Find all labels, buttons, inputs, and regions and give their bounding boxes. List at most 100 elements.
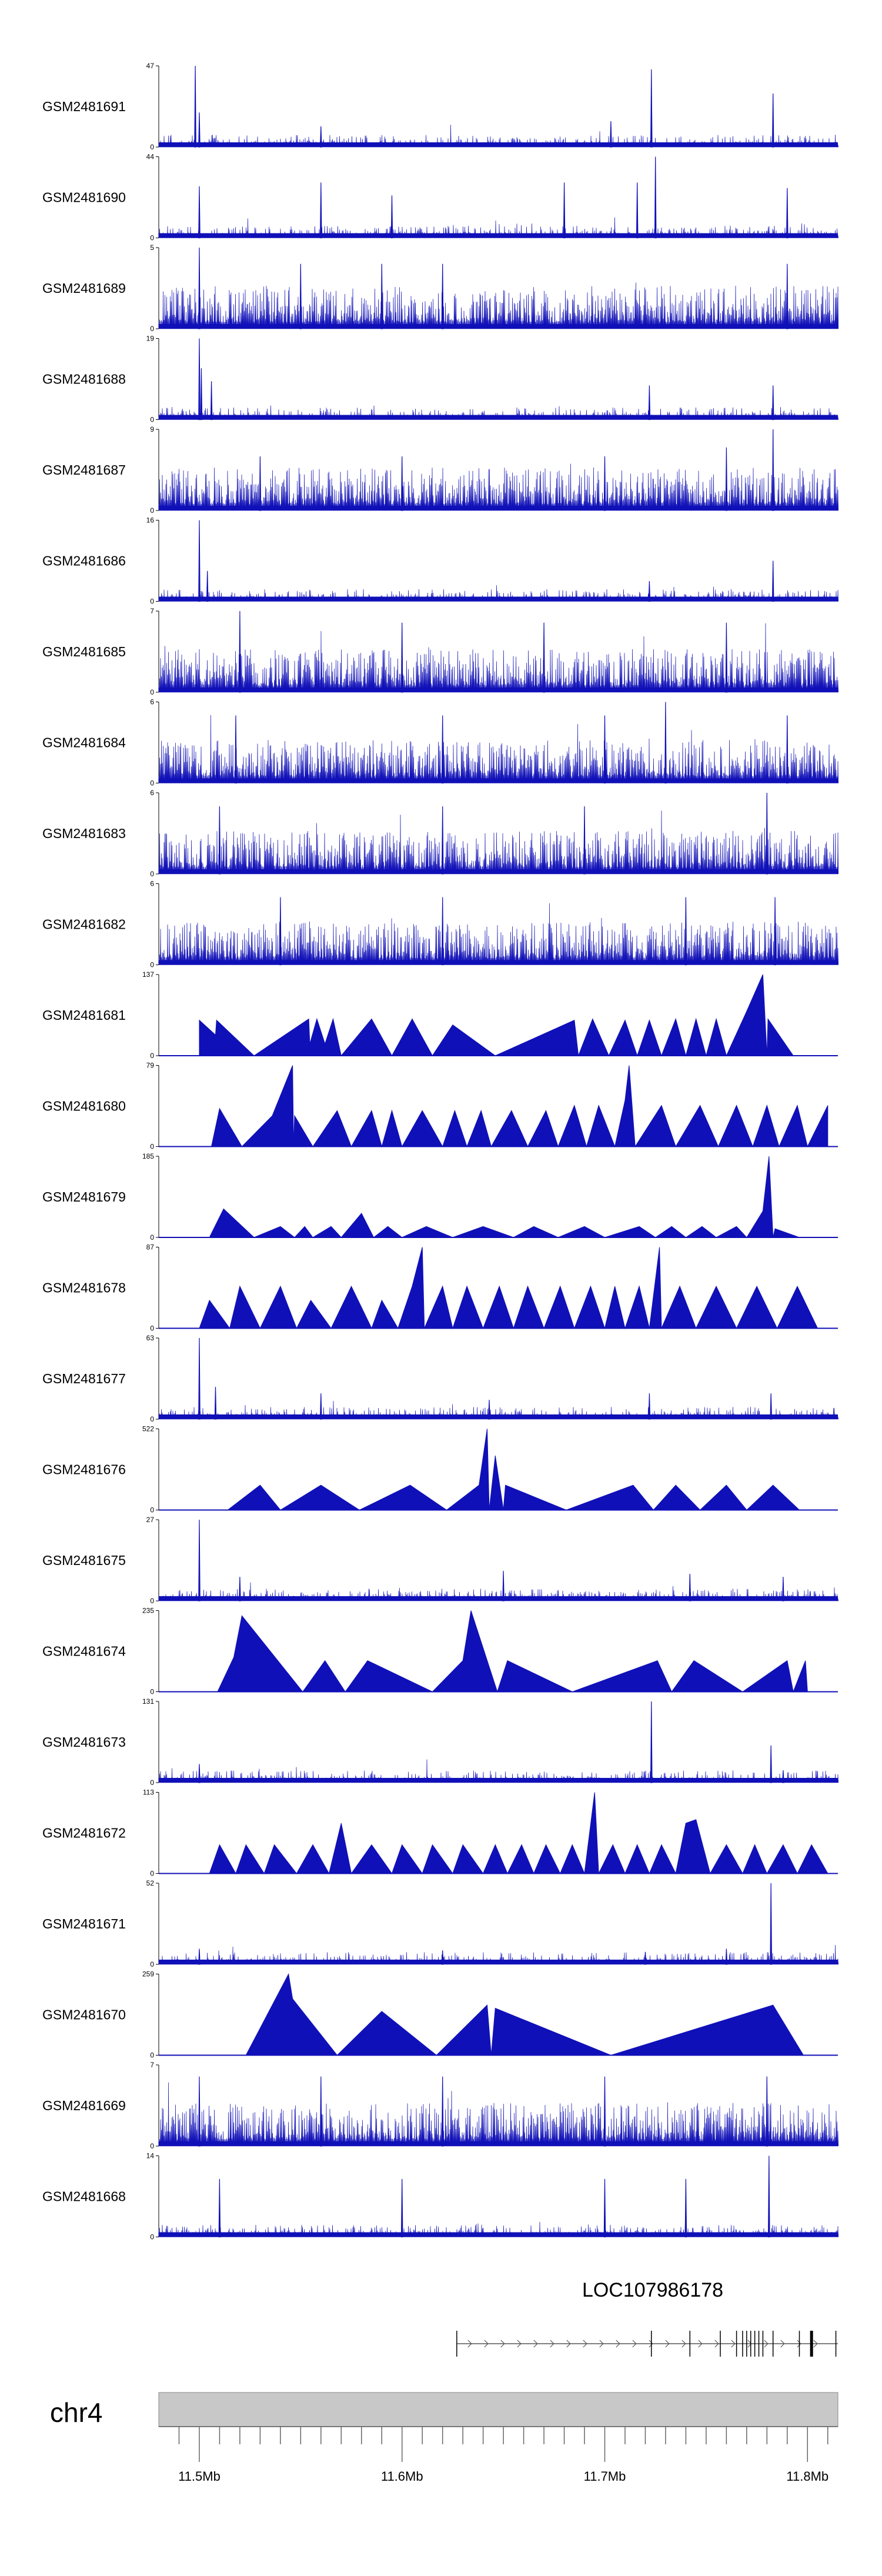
coverage-peak	[441, 806, 444, 875]
coverage-peak	[654, 156, 657, 239]
strand-arrow	[764, 2340, 769, 2348]
coverage-peak	[684, 2178, 687, 2238]
coverage-area	[211, 1065, 828, 1148]
strand-arrow	[714, 2340, 719, 2348]
y-zero-label: 0	[150, 1052, 154, 1060]
track-GSM2481681: GSM2481681 137 0	[42, 970, 838, 1060]
y-max-label: 19	[146, 335, 155, 343]
coverage-peak	[725, 622, 728, 693]
track-GSM2481673: GSM2481673 131 0	[42, 1697, 839, 1787]
strand-arrow	[780, 2340, 785, 2348]
coverage-peak	[766, 792, 769, 875]
strand-arrow	[533, 2340, 538, 2348]
coverage-peak	[603, 715, 606, 784]
coverage-peak	[770, 1745, 773, 1783]
track-label: GSM2481669	[42, 2098, 126, 2113]
gene-track: LOC107986178	[456, 2279, 838, 2357]
baseline-band	[159, 778, 838, 783]
strand-arrow	[698, 2340, 703, 2348]
coverage-peak	[441, 263, 444, 329]
coverage-peak	[767, 2155, 770, 2238]
coverage-peak	[198, 1337, 201, 1420]
strand-arrow	[731, 2340, 736, 2348]
chromosome-label: chr4	[50, 2397, 102, 2428]
strand-arrow	[632, 2340, 637, 2348]
strand-arrow	[467, 2340, 472, 2348]
coverage-peak	[603, 456, 606, 511]
y-zero-label: 0	[150, 325, 154, 333]
strand-arrow	[616, 2340, 620, 2348]
y-max-label: 52	[146, 1879, 155, 1887]
coverage-area	[217, 1610, 808, 1693]
coverage-peak	[279, 897, 282, 966]
position-label: 11.5Mb	[178, 2469, 220, 2484]
track-label: GSM2481685	[42, 644, 126, 659]
coverage-area	[199, 974, 794, 1057]
baseline-band	[159, 1414, 838, 1419]
y-zero-label: 0	[150, 416, 154, 424]
y-max-label: 87	[146, 1243, 155, 1252]
baseline-band	[159, 2141, 838, 2146]
y-max-label: 522	[142, 1425, 154, 1433]
y-max-label: 5	[150, 243, 154, 252]
position-label: 11.7Mb	[584, 2469, 626, 2484]
y-zero-label: 0	[150, 143, 154, 151]
track-GSM2481671: GSM2481671 52 0	[42, 1879, 839, 1968]
coverage-peak	[400, 2178, 403, 2238]
track-GSM2481669: GSM2481669 7 0	[42, 2061, 839, 2150]
track-label: GSM2481689	[42, 281, 126, 296]
coverage-bars	[158, 282, 839, 329]
coverage-peak	[380, 263, 383, 329]
y-max-label: 9	[150, 425, 154, 433]
coverage-peak	[198, 186, 201, 239]
y-max-label: 137	[142, 970, 154, 979]
y-zero-label: 0	[150, 1778, 154, 1787]
chromosome-band	[158, 2392, 838, 2427]
track-label: GSM2481673	[42, 1734, 126, 1750]
track-GSM2481672: GSM2481672 113 0	[42, 1788, 838, 1878]
baseline-band	[159, 596, 838, 602]
coverage-peak	[198, 247, 201, 329]
baseline-band	[159, 1596, 838, 1601]
coverage-peak	[771, 560, 774, 602]
coverage-peak	[198, 2076, 201, 2147]
gene-name: LOC107986178	[582, 2279, 723, 2301]
coverage-peak	[543, 622, 545, 693]
position-label: 11.6Mb	[381, 2469, 423, 2484]
baseline-band	[159, 415, 838, 420]
track-label: GSM2481674	[42, 1644, 126, 1659]
coverage-bars	[158, 810, 839, 875]
coverage-peak	[218, 806, 221, 875]
track-label: GSM2481686	[42, 553, 126, 569]
y-zero-label: 0	[150, 779, 154, 788]
baseline-band	[159, 960, 838, 965]
strand-arrow	[599, 2340, 604, 2348]
track-GSM2481676: GSM2481676 522 0	[42, 1425, 838, 1514]
track-GSM2481675: GSM2481675 27 0	[42, 1516, 839, 1605]
coverage-peak	[684, 897, 687, 966]
track-label: GSM2481681	[42, 1007, 126, 1023]
coverage-peak	[774, 897, 776, 966]
y-zero-label: 0	[150, 1233, 154, 1242]
track-label: GSM2481671	[42, 1916, 126, 1931]
strand-arrow	[500, 2340, 505, 2348]
strand-arrow	[517, 2340, 522, 2348]
coverage-bars	[158, 715, 839, 783]
y-zero-label: 0	[150, 2051, 154, 2060]
baseline-band	[159, 233, 838, 238]
track-GSM2481668: GSM2481668 14 0	[42, 2152, 839, 2241]
track-GSM2481674: GSM2481674 235 0	[42, 1607, 838, 1696]
y-max-label: 6	[150, 698, 154, 706]
baseline-band	[159, 142, 838, 147]
coverage-peak	[766, 2076, 769, 2147]
y-zero-label: 0	[150, 506, 154, 515]
track-GSM2481678: GSM2481678 87 0	[42, 1243, 838, 1333]
strand-arrow	[649, 2340, 653, 2348]
y-max-label: 6	[150, 880, 154, 888]
track-label: GSM2481688	[42, 372, 126, 387]
coverage-peak	[198, 520, 201, 602]
track-label: GSM2481668	[42, 2189, 126, 2204]
coverage-bars	[158, 623, 839, 693]
coverage-area	[245, 1973, 804, 2056]
